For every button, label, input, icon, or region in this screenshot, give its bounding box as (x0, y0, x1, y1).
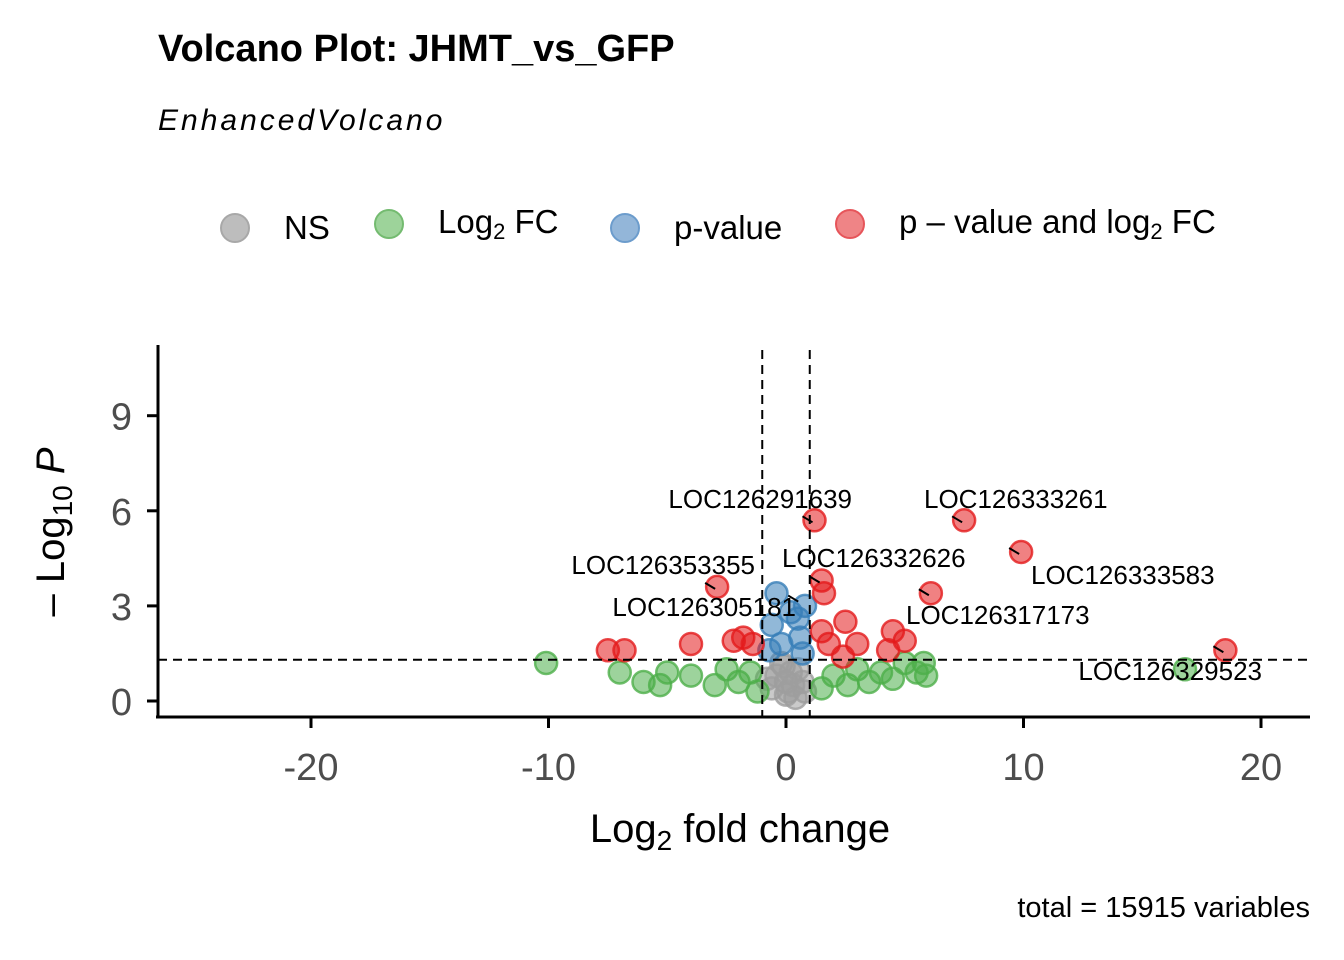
x-tick-label-10: 10 (1002, 747, 1044, 789)
x-tick-label-20: 20 (1240, 747, 1282, 789)
gene-label-connector-1 (951, 515, 963, 524)
gene-label-loc126317173: LOC126317173 (906, 600, 1090, 630)
gene-label-connector-3 (809, 575, 821, 584)
legend-item-pvalue: p-value (610, 206, 782, 250)
point-p-value-and-log2-fc-3 (704, 574, 730, 600)
caption: total = 15915 variables (1017, 892, 1310, 924)
gene-label-loc126305181: LOC126305181 (612, 592, 796, 622)
gene-labels: LOC126291639 LOC126333261 LOC126353355 LOC1… (571, 484, 1262, 686)
points-layer (533, 508, 1238, 711)
point-log2-fc-1 (607, 660, 632, 685)
legend-log2fc-dot-icon (374, 209, 404, 239)
legend-log2fc-label: Log2 FC (438, 203, 559, 244)
gene-label-connector-4 (1008, 547, 1020, 555)
y-tick-label-9: 9 (111, 397, 132, 439)
point-log2-fc-5 (678, 663, 704, 688)
point-p-value-1 (759, 612, 784, 638)
y-tick-label-0: 0 (111, 682, 132, 724)
point-p-value-and-log2-fc-21 (1213, 638, 1238, 663)
point-p-value-and-log2-fc-1 (612, 638, 637, 663)
gene-label-loc126333261: LOC126333261 (924, 484, 1108, 514)
legend-ns-dot-icon (220, 213, 250, 243)
x-tick-label-0: 0 (775, 747, 796, 789)
y-tick-label-3: 3 (111, 587, 132, 629)
legend-pvalue-label: p-value (674, 209, 783, 246)
threshold-lines (158, 350, 1310, 717)
gene-label-connector-7 (1212, 645, 1224, 654)
legend-item-pvalue-and-log2fc: p – value and log2 FC (835, 202, 1216, 246)
gene-label-connector-2 (704, 582, 716, 590)
legend-pvalue-dot-icon (610, 213, 640, 243)
point-p-value-and-log2-fc-9 (811, 580, 837, 606)
point-p-value-and-log2-fc-17 (875, 638, 901, 663)
legend-pvalue-and-log2fc-label: p – value and log2 FC (899, 203, 1216, 244)
legend-pvalue-and-log2fc-dot-icon (835, 209, 865, 239)
gene-label-loc126353355: LOC126353355 (571, 550, 755, 580)
point-p-value-and-log2-fc-20 (1008, 539, 1034, 565)
point-p-value-and-log2-fc-18 (918, 580, 944, 606)
legend-item-log2fc: Log2 FC (374, 202, 558, 246)
gene-label-connector-0 (801, 515, 814, 524)
gene-label-connector-6 (918, 588, 930, 597)
legend-item-ns: NS (220, 206, 330, 250)
gene-label-loc126329523: LOC126329523 (1078, 656, 1262, 686)
point-log2-fc-21 (913, 663, 939, 688)
point-log2-fc-0 (533, 650, 559, 676)
point-p-value-and-log2-fc-14 (830, 644, 856, 669)
y-axis-title: – Log10 P (29, 447, 78, 616)
point-log2-fc-10 (745, 679, 770, 704)
x-tick-label--10: -10 (521, 747, 576, 789)
gene-label-loc126332626: LOC126332626 (782, 543, 966, 573)
point-p-value-and-log2-fc-6 (740, 631, 765, 657)
gene-label-connector-5 (787, 594, 799, 603)
legend-ns-label: NS (284, 209, 330, 246)
point-p-value-and-log2-fc-7 (802, 508, 827, 533)
y-tick-label-6: 6 (111, 492, 132, 534)
point-log2-fc-4 (655, 660, 680, 685)
point-p-value-and-log2-fc-19 (951, 508, 977, 533)
point-p-value-7 (792, 593, 818, 619)
x-axis-title: Log2 fold change (590, 807, 890, 856)
point-ns-13 (773, 669, 799, 695)
chart-title: Volcano Plot: JHMT_vs_GFP (158, 28, 675, 70)
point-p-value-and-log2-fc-2 (678, 631, 704, 657)
chart-subtitle: EnhancedVolcano (158, 104, 446, 137)
point-p-value-and-log2-fc-12 (833, 609, 858, 634)
point-p-value-0 (764, 580, 789, 606)
gene-label-loc126333583: LOC126333583 (1031, 560, 1215, 590)
gene-label-loc126291639: LOC126291639 (668, 484, 852, 514)
point-log2-fc-22 (1172, 657, 1198, 682)
x-tick-label--20: -20 (284, 747, 339, 789)
axes: -20 -10 0 10 20 0 3 6 9 (111, 345, 1310, 789)
